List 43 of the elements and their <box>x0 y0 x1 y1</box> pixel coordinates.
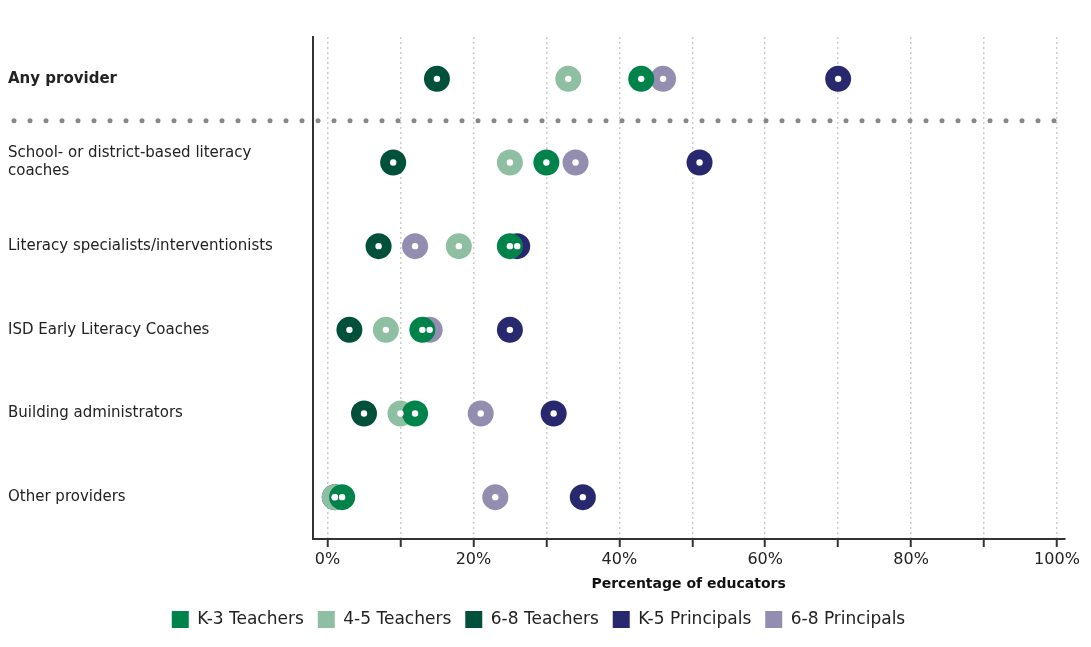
y-tick-label: ISD Early Literacy Coaches <box>8 319 210 338</box>
legend-label: 6-8 Principals <box>790 607 906 628</box>
legend-label: K-3 Teachers <box>197 607 304 628</box>
point <box>336 316 363 343</box>
point <box>496 316 523 343</box>
point <box>467 400 494 427</box>
x-tick-label: 80% <box>893 548 929 568</box>
point <box>540 400 567 427</box>
y-tick-label: Literacy specialists/interventionists <box>8 236 274 255</box>
point <box>372 316 399 343</box>
point <box>482 484 509 511</box>
x-axis-title: Percentage of educators <box>591 575 786 592</box>
point <box>628 65 655 92</box>
point <box>365 233 392 260</box>
y-tick-label: Building administrators <box>8 403 184 422</box>
legend-label: K-5 Principals <box>638 607 752 628</box>
point <box>555 65 582 92</box>
x-tick-label: 100% <box>1034 548 1080 568</box>
point <box>380 149 407 176</box>
point <box>409 316 436 343</box>
point <box>569 484 596 511</box>
point <box>402 233 429 260</box>
legend-label: 4-5 Teachers <box>343 607 452 628</box>
point <box>402 400 429 427</box>
point <box>329 484 356 511</box>
x-tick-label: 20% <box>455 548 492 568</box>
y-tick-label: Other providers <box>8 487 126 506</box>
legend-label: 6-8 Teachers <box>490 607 599 628</box>
point <box>445 233 472 260</box>
y-tick-label: School- or district-based literacy coaches <box>8 143 252 180</box>
point <box>496 149 523 176</box>
point <box>686 149 713 176</box>
point <box>562 149 589 176</box>
x-tick-label: 40% <box>601 548 638 568</box>
point <box>423 65 450 92</box>
point <box>825 65 852 92</box>
point <box>533 149 560 176</box>
point <box>650 65 677 92</box>
x-tick-label: 0% <box>314 548 341 568</box>
point <box>496 233 523 260</box>
x-tick-label: 60% <box>747 548 783 568</box>
point <box>351 400 377 427</box>
y-tick-label: Any provider <box>8 68 118 87</box>
